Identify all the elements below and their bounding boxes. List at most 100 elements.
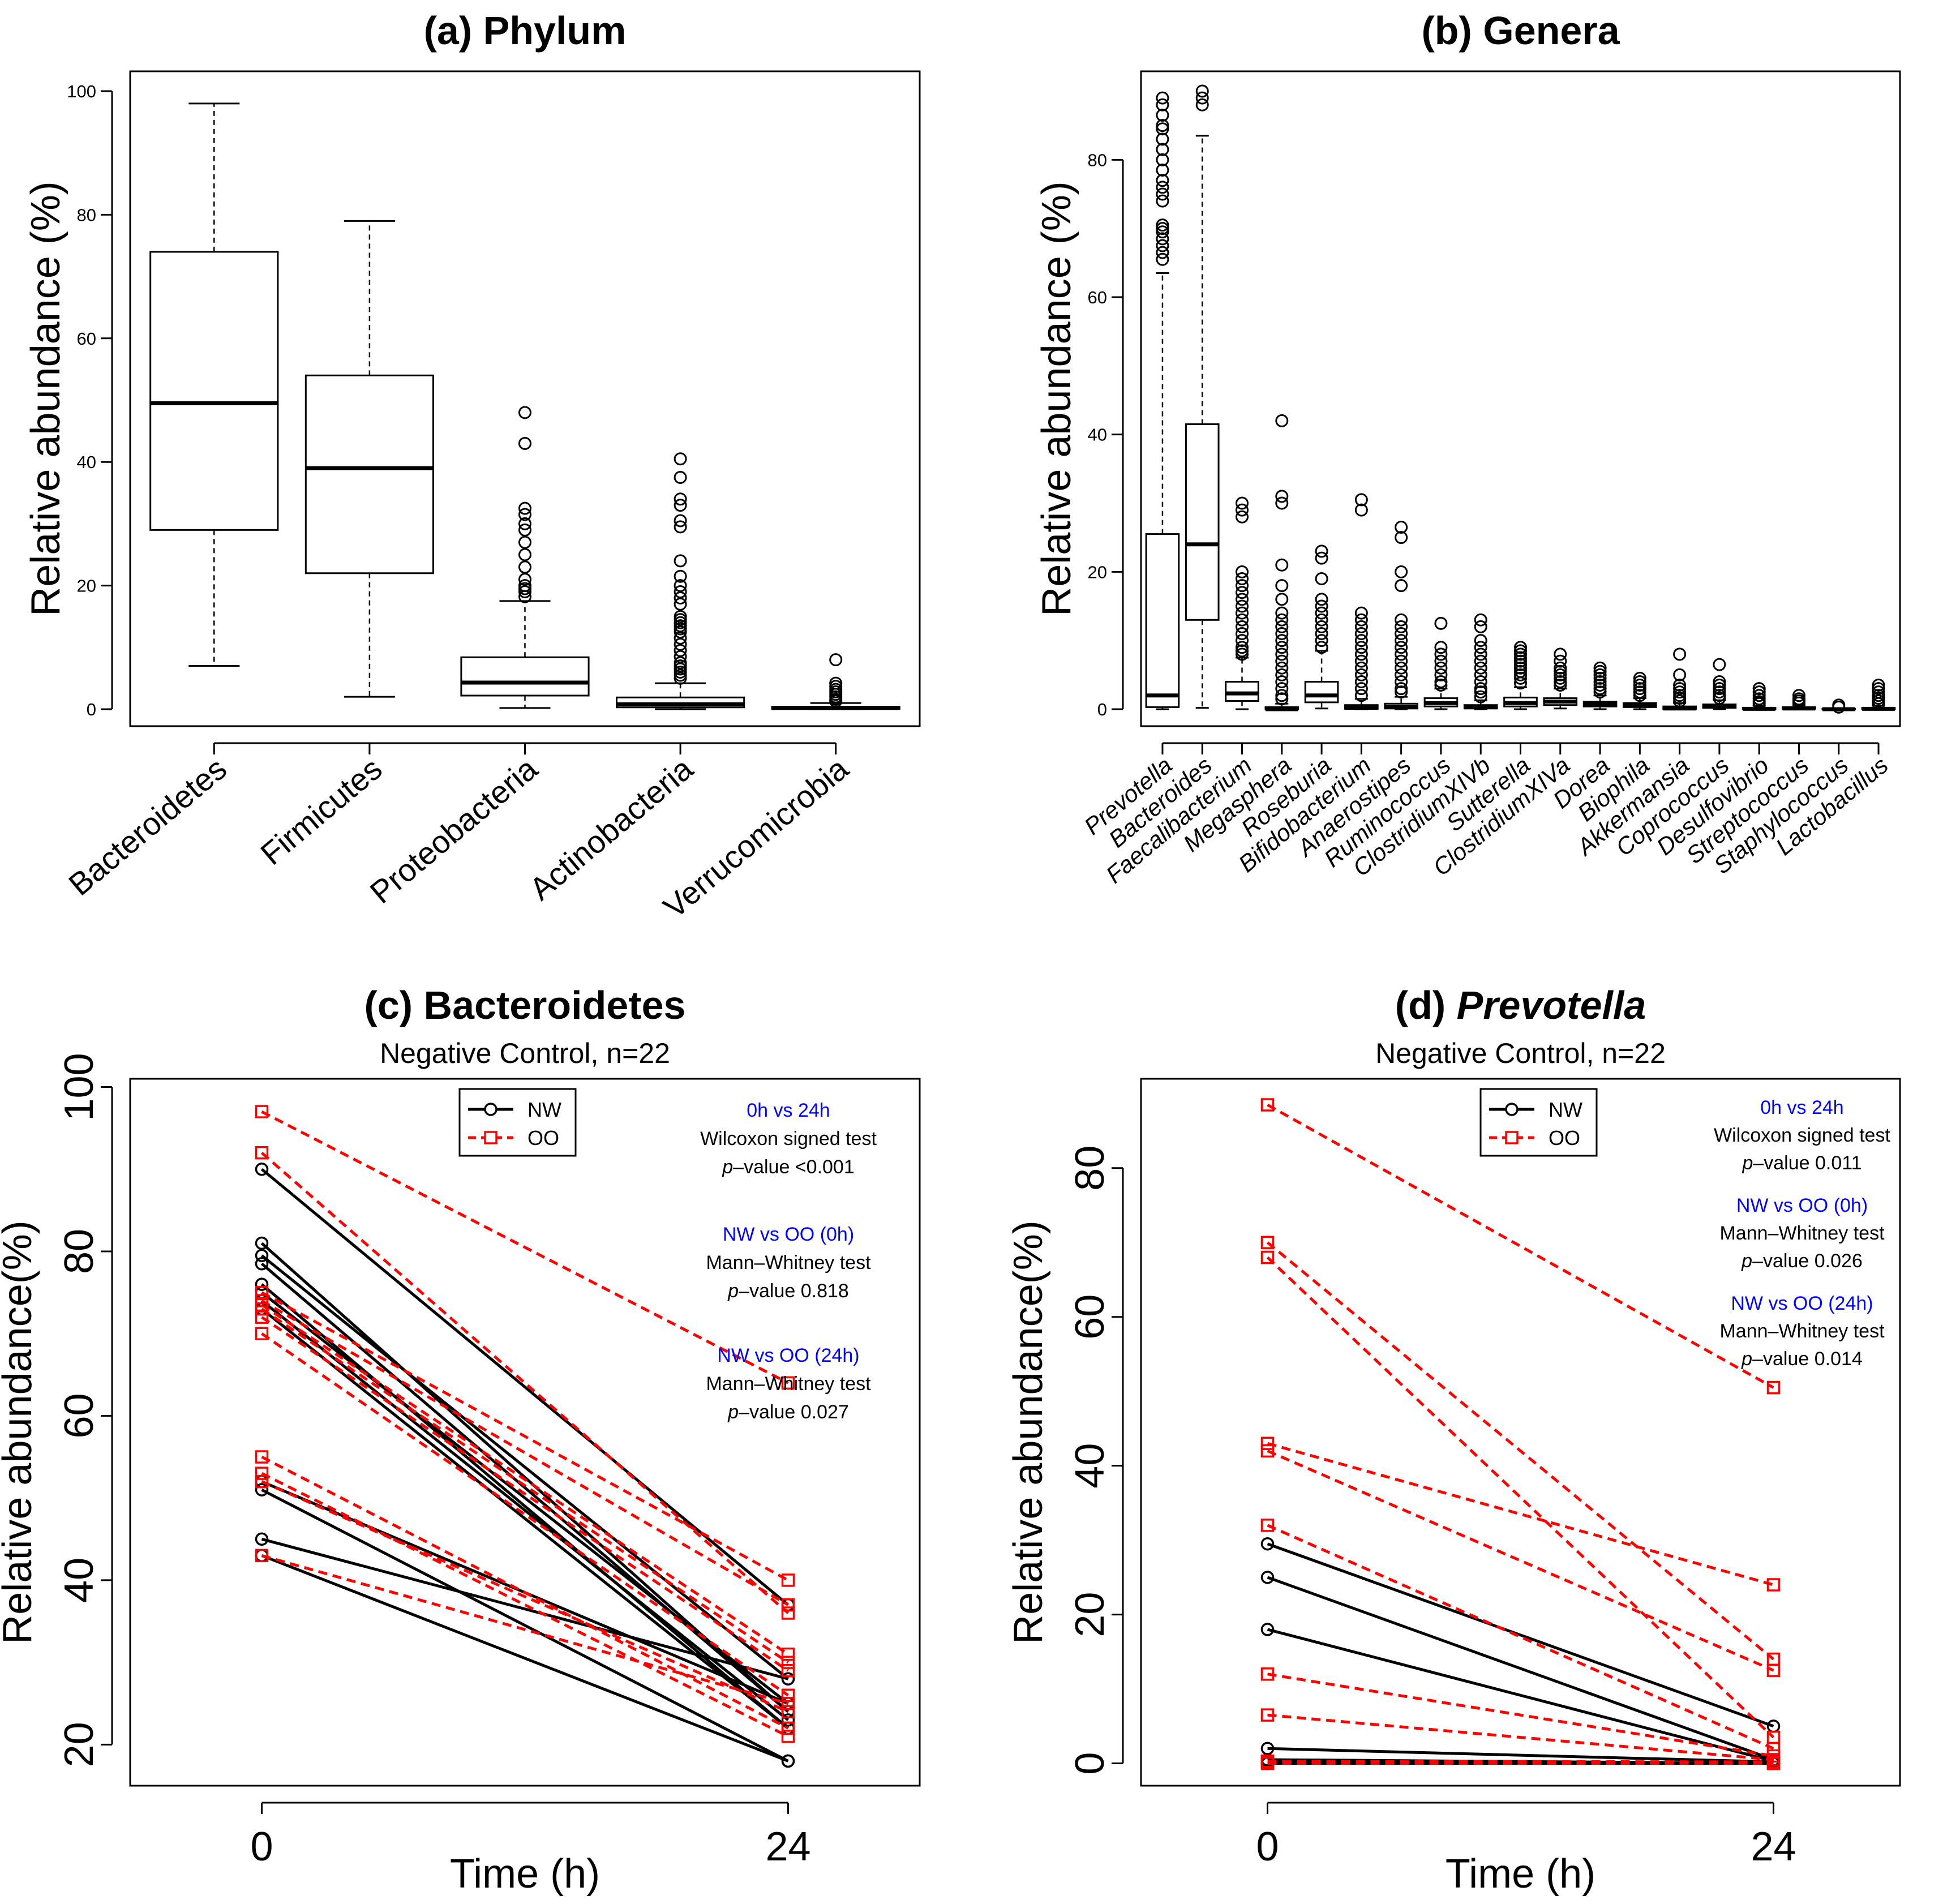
outlier-point: [1275, 606, 1289, 620]
series-line: [261, 1480, 789, 1713]
p-letter: p: [1742, 1152, 1753, 1174]
outlier-point: [1633, 689, 1646, 702]
box-prevotella: [1145, 91, 1180, 710]
panel-d: (d) Prevotella Negative Control, n=22 0 20 4…: [1006, 983, 1901, 1897]
y-tick-label: 20: [1067, 1592, 1113, 1637]
outlier-point: [1633, 675, 1646, 688]
outlier-point: [1395, 641, 1408, 654]
outlier-point: [1156, 91, 1169, 105]
box-actinobacteria: [616, 452, 745, 710]
panel-title: (d) Prevotella: [1395, 983, 1646, 1027]
y-tick-label: 80: [77, 205, 96, 225]
data-point-square: [781, 1376, 795, 1390]
p-value-text: –value 0.011: [1753, 1152, 1861, 1174]
outlier-point: [1514, 668, 1527, 681]
series-line: [261, 1554, 789, 1705]
outlier-point: [1156, 252, 1169, 266]
outlier-point: [1275, 490, 1289, 503]
outlier-point: [674, 492, 687, 506]
p-value-text: –value 0.014: [1752, 1348, 1863, 1370]
annotation-p-value: p–value 0.818: [727, 1280, 849, 1302]
series-line: [261, 1554, 789, 1763]
outlier-point: [518, 501, 531, 515]
box-dorea: [1582, 661, 1618, 710]
outlier-point: [1315, 627, 1328, 641]
data-point-square: [781, 1705, 795, 1719]
outlier-point: [1195, 91, 1209, 105]
outlier-point: [1354, 675, 1368, 688]
outlier-point: [1275, 692, 1289, 706]
outlier-point: [1354, 606, 1368, 620]
outlier-point: [674, 520, 687, 534]
outlier-point: [1593, 675, 1607, 688]
outlier-point: [1474, 641, 1487, 654]
panel-title-prefix: (d): [1395, 983, 1457, 1027]
outlier-point: [1156, 174, 1169, 187]
outlier-point: [1434, 641, 1448, 654]
y-tick-label: 60: [1067, 1294, 1113, 1340]
data-point-square: [255, 1549, 269, 1563]
outlier-point: [1593, 679, 1607, 692]
series-line: [261, 1303, 789, 1656]
data-point-square: [255, 1310, 269, 1324]
panel-title: (c) Bacteroidetes: [364, 983, 686, 1027]
data-point-square: [1260, 1436, 1275, 1450]
outlier-point: [1395, 685, 1408, 699]
series-line: [261, 1110, 789, 1384]
outlier-point: [1354, 641, 1368, 654]
legend-label: NW: [1549, 1098, 1582, 1121]
outlier-point: [1673, 679, 1687, 692]
outlier-point: [1275, 641, 1289, 654]
outlier-point: [1315, 544, 1328, 558]
plot-frame: [1140, 1078, 1901, 1787]
outlier-point: [1156, 232, 1169, 246]
iqr-box: [1185, 423, 1220, 621]
outlier-point: [1354, 627, 1368, 641]
outlier-point: [1713, 658, 1726, 671]
outlier-point: [1156, 108, 1169, 122]
p-letter: p: [727, 1401, 739, 1423]
box-anaerostipes: [1384, 520, 1418, 710]
series-line: [1267, 1673, 1774, 1757]
iqr-box: [460, 656, 590, 697]
data-point-square: [255, 1302, 269, 1316]
outlier-point: [1514, 664, 1527, 678]
outlier-point: [518, 548, 531, 561]
box-desulfovibrio: [1742, 682, 1777, 711]
series-line: [261, 1332, 789, 1697]
x-axis-label: Time (h): [450, 1851, 600, 1897]
outlier-point: [1315, 634, 1328, 647]
outlier-point: [1514, 671, 1527, 685]
annotation-p-value: p–value <0.001: [722, 1156, 855, 1178]
data-point-circle: [255, 1483, 269, 1496]
box-staphylococcus: [1821, 698, 1856, 714]
series-line: [1266, 1256, 1775, 1739]
data-point-square: [255, 1285, 269, 1300]
data-point-square: [781, 1730, 795, 1743]
data-point-square: [1260, 1236, 1275, 1249]
series-line: [261, 1291, 789, 1582]
legend-box: [458, 1088, 577, 1157]
box-clostridiumxiva: [1543, 647, 1578, 710]
outlier-point: [1395, 682, 1408, 696]
iqr-box: [304, 374, 434, 574]
outlier-point: [1156, 218, 1169, 232]
outlier-point: [1514, 661, 1527, 675]
outlier-point: [1395, 675, 1408, 688]
box-biophila: [1623, 671, 1657, 710]
outlier-point: [829, 676, 843, 690]
outlier-point: [1236, 613, 1249, 627]
outlier-point: [1354, 493, 1368, 507]
x-tick-label: 0: [250, 1824, 273, 1869]
outlier-point: [1156, 122, 1169, 136]
data-point-square: [255, 1146, 269, 1160]
outlier-point: [1354, 689, 1368, 702]
legend-label: NW: [527, 1098, 561, 1121]
outlier-point: [1354, 613, 1368, 627]
outlier-point: [1474, 620, 1487, 633]
outlier-point: [674, 631, 687, 645]
outlier-point: [1673, 682, 1687, 696]
outlier-point: [1236, 641, 1249, 654]
